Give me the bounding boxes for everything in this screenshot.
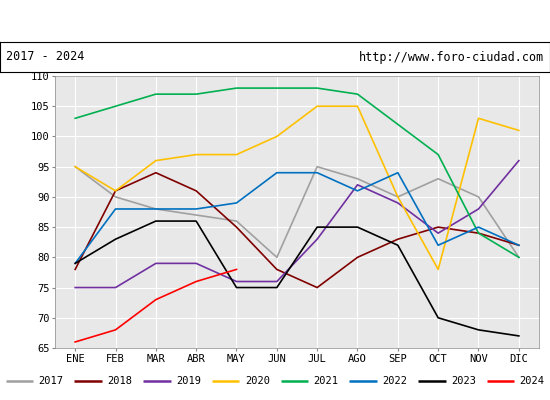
Text: 2021: 2021 <box>314 376 338 386</box>
Text: 2020: 2020 <box>245 376 270 386</box>
Text: http://www.foro-ciudad.com: http://www.foro-ciudad.com <box>359 50 544 64</box>
Text: 2022: 2022 <box>382 376 407 386</box>
Text: Evolucion del paro registrado en Murillo de Río Leza: Evolucion del paro registrado en Murillo… <box>57 14 493 28</box>
Text: 2024: 2024 <box>520 376 544 386</box>
Text: 2018: 2018 <box>107 376 132 386</box>
Text: 2019: 2019 <box>176 376 201 386</box>
Text: 2017 - 2024: 2017 - 2024 <box>6 50 84 64</box>
Text: 2023: 2023 <box>451 376 476 386</box>
Text: 2017: 2017 <box>39 376 63 386</box>
